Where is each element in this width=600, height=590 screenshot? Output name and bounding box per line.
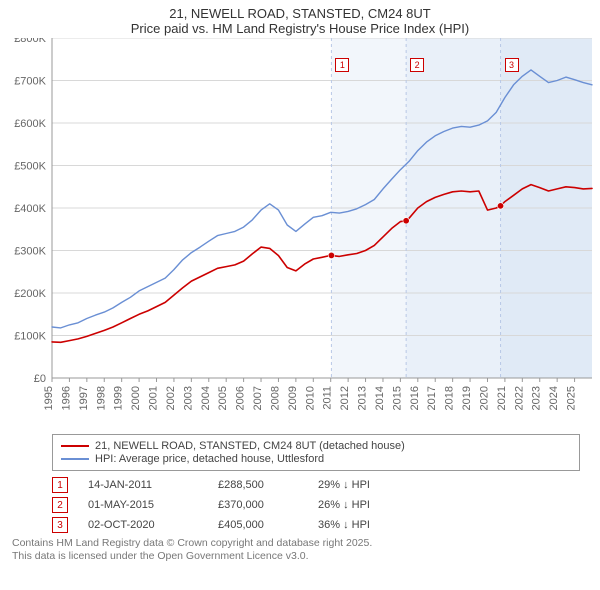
svg-text:£700K: £700K (14, 76, 46, 88)
title-line-2: Price paid vs. HM Land Registry's House … (10, 21, 590, 36)
legend-label: 21, NEWELL ROAD, STANSTED, CM24 8UT (det… (95, 440, 405, 452)
svg-text:2000: 2000 (130, 386, 142, 410)
legend-swatch (61, 445, 89, 447)
legend-row: HPI: Average price, detached house, Uttl… (61, 453, 571, 465)
svg-text:2005: 2005 (217, 386, 229, 410)
title-line-1: 21, NEWELL ROAD, STANSTED, CM24 8UT (10, 6, 590, 21)
chart-container: 21, NEWELL ROAD, STANSTED, CM24 8UT Pric… (0, 0, 600, 590)
svg-text:1996: 1996 (60, 386, 72, 410)
svg-text:2012: 2012 (339, 386, 351, 410)
event-price: £370,000 (218, 499, 298, 511)
event-delta: 36% ↓ HPI (318, 519, 398, 531)
svg-text:£600K: £600K (14, 118, 46, 130)
svg-text:2024: 2024 (548, 386, 560, 410)
svg-text:1995: 1995 (43, 386, 55, 410)
svg-text:2009: 2009 (287, 386, 299, 410)
svg-text:£300K: £300K (14, 246, 46, 258)
events-table: 1 14-JAN-2011 £288,500 29% ↓ HPI 2 01-MAY-201… (52, 477, 580, 533)
svg-text:1998: 1998 (95, 386, 107, 410)
event-delta: 26% ↓ HPI (318, 499, 398, 511)
event-badge: 1 (52, 477, 68, 493)
footer-line-1: Contains HM Land Registry data © Crown c… (12, 537, 580, 550)
svg-text:1997: 1997 (78, 386, 90, 410)
svg-text:2017: 2017 (426, 386, 438, 410)
chart-marker-label: 2 (410, 58, 424, 72)
svg-text:2022: 2022 (513, 386, 525, 410)
svg-text:£500K: £500K (14, 161, 46, 173)
svg-text:2025: 2025 (566, 386, 578, 410)
svg-text:2008: 2008 (269, 386, 281, 410)
event-date: 02-OCT-2020 (88, 519, 198, 531)
event-price: £288,500 (218, 479, 298, 491)
svg-text:£100K: £100K (14, 331, 46, 343)
footer-line-2: This data is licensed under the Open Gov… (12, 550, 580, 563)
svg-text:2010: 2010 (304, 386, 316, 410)
legend-row: 21, NEWELL ROAD, STANSTED, CM24 8UT (det… (61, 440, 571, 452)
svg-text:2001: 2001 (148, 386, 160, 410)
svg-text:2003: 2003 (182, 386, 194, 410)
legend-swatch (61, 458, 89, 460)
event-row: 1 14-JAN-2011 £288,500 29% ↓ HPI (52, 477, 580, 493)
svg-text:£800K: £800K (14, 38, 46, 45)
svg-text:2019: 2019 (461, 386, 473, 410)
svg-text:2016: 2016 (409, 386, 421, 410)
event-row: 3 02-OCT-2020 £405,000 36% ↓ HPI (52, 517, 580, 533)
legend: 21, NEWELL ROAD, STANSTED, CM24 8UT (det… (52, 434, 580, 471)
svg-text:2006: 2006 (235, 386, 247, 410)
chart-marker-label: 1 (335, 58, 349, 72)
svg-text:£200K: £200K (14, 288, 46, 300)
svg-text:2021: 2021 (496, 386, 508, 410)
svg-text:2002: 2002 (165, 386, 177, 410)
legend-label: HPI: Average price, detached house, Uttl… (95, 453, 324, 465)
event-delta: 29% ↓ HPI (318, 479, 398, 491)
event-price: £405,000 (218, 519, 298, 531)
svg-text:£0: £0 (34, 373, 46, 385)
title-block: 21, NEWELL ROAD, STANSTED, CM24 8UT Pric… (0, 0, 600, 38)
svg-text:2018: 2018 (444, 386, 456, 410)
event-badge: 3 (52, 517, 68, 533)
svg-text:2013: 2013 (357, 386, 369, 410)
footer-attribution: Contains HM Land Registry data © Crown c… (12, 537, 580, 563)
line-chart-svg: £0 £100K £200K £300K £400K £500K £600K £700K £80… (0, 38, 600, 428)
svg-text:2023: 2023 (531, 386, 543, 410)
svg-text:2011: 2011 (322, 386, 334, 410)
chart-marker-label: 3 (505, 58, 519, 72)
svg-text:2014: 2014 (374, 386, 386, 410)
event-badge: 2 (52, 497, 68, 513)
svg-text:2007: 2007 (252, 386, 264, 410)
svg-text:2020: 2020 (478, 386, 490, 410)
svg-text:£400K: £400K (14, 203, 46, 215)
svg-text:1999: 1999 (113, 386, 125, 410)
svg-text:2004: 2004 (200, 386, 212, 410)
chart-area: £0 £100K £200K £300K £400K £500K £600K £700K £80… (0, 38, 600, 428)
event-row: 2 01-MAY-2015 £370,000 26% ↓ HPI (52, 497, 580, 513)
svg-text:2015: 2015 (391, 386, 403, 410)
event-date: 01-MAY-2015 (88, 499, 198, 511)
event-date: 14-JAN-2011 (88, 479, 198, 491)
